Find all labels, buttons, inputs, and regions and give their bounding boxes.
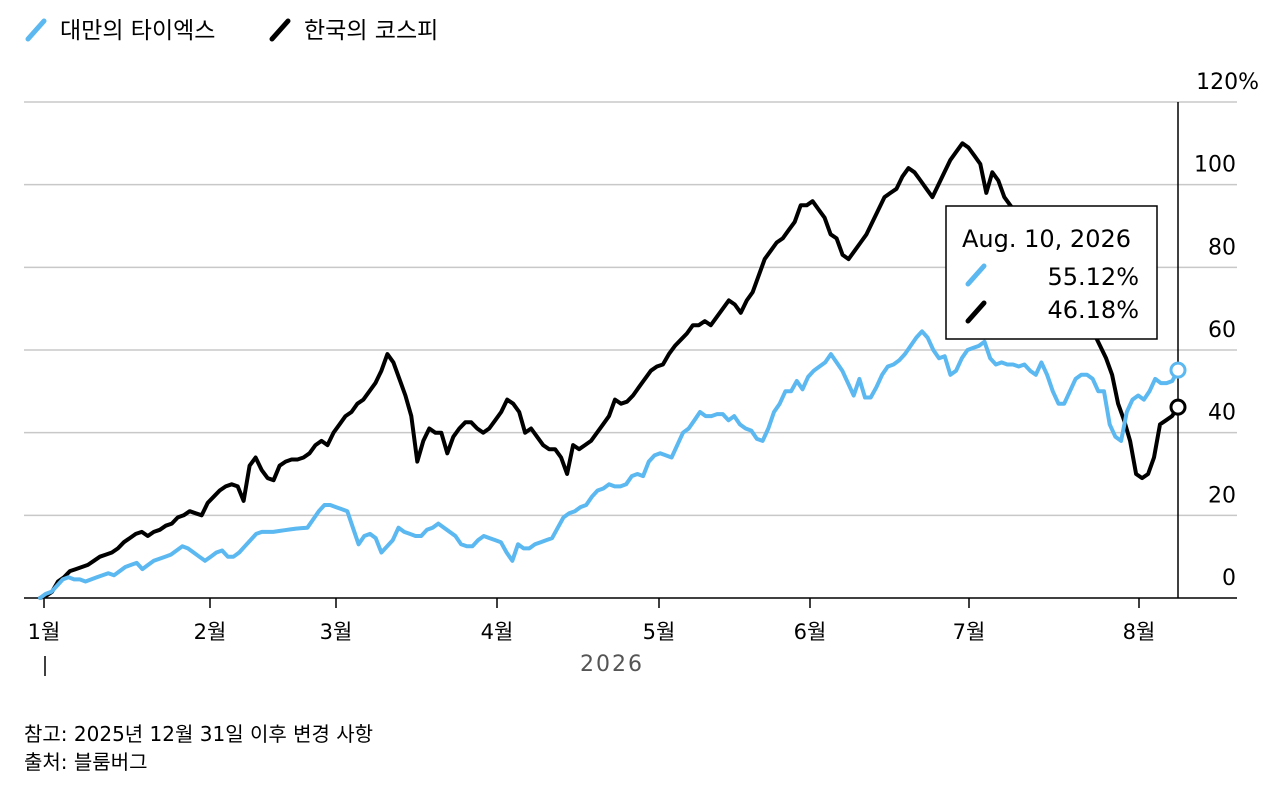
series-endpoints xyxy=(1169,361,1187,416)
y-tick-label: 0 xyxy=(1222,566,1236,591)
endpoint-marker-kospi xyxy=(1169,398,1187,416)
legend-label-kospi: 한국의 코스피 xyxy=(304,18,438,44)
x-tick-label: 7월 xyxy=(953,620,986,644)
x-tick-label: 2월 xyxy=(194,620,227,644)
legend-label-taiex: 대만의 타이엑스 xyxy=(60,18,215,44)
gridlines xyxy=(24,101,1237,599)
endpoint-marker-taiex xyxy=(1169,361,1187,379)
y-tick-label: 100 xyxy=(1194,153,1236,178)
series-lines xyxy=(38,141,1180,600)
footer-note: 참고: 2025년 12월 31일 이후 변경 사항 xyxy=(24,722,373,746)
footer-source: 출처: 블룸버그 xyxy=(24,750,148,774)
y-tick-label: 80 xyxy=(1208,235,1236,260)
x-tick-label: 3월 xyxy=(320,620,353,644)
tooltip: Aug. 10, 2026 55.12% 46.18% xyxy=(945,205,1158,340)
legend-item-kospi[interactable]: 한국의 코스피 xyxy=(269,18,438,44)
x-tick-label: 6월 xyxy=(794,620,827,644)
series-line-kospi xyxy=(38,141,1180,600)
legend-swatch-taiex xyxy=(25,18,47,42)
tooltip-swatch-taiex xyxy=(965,263,987,287)
y-tick-label: 60 xyxy=(1208,318,1236,343)
y-tick-label: 120% xyxy=(1196,70,1259,95)
legend: 대만의 타이엑스 한국의 코스피 xyxy=(25,18,438,44)
y-tick-label: 20 xyxy=(1208,483,1236,508)
tooltip-value-kospi: 46.18% xyxy=(1047,296,1139,324)
y-axis-ticks: 0 20 40 60 80 100 120% xyxy=(1194,70,1259,591)
y-tick-label: 40 xyxy=(1208,401,1236,426)
tooltip-date: Aug. 10, 2026 xyxy=(962,225,1131,253)
legend-item-taiex[interactable]: 대만의 타이엑스 xyxy=(25,18,215,44)
x-tick-label: 5월 xyxy=(643,620,676,644)
tooltip-swatch-kospi xyxy=(965,300,987,324)
tooltip-value-taiex: 55.12% xyxy=(1047,263,1139,291)
x-tick-label: 8월 xyxy=(1123,620,1156,644)
x-tick-label: 1월 xyxy=(28,620,61,644)
x-axis: 1월 2월 3월 4월 5월 6월 7월 8월 xyxy=(28,598,1156,676)
x-axis-year-label: 2026 xyxy=(580,652,644,677)
x-tick-label: 4월 xyxy=(481,620,514,644)
legend-swatch-kospi xyxy=(269,18,291,42)
series-line-taiex xyxy=(38,329,1180,600)
